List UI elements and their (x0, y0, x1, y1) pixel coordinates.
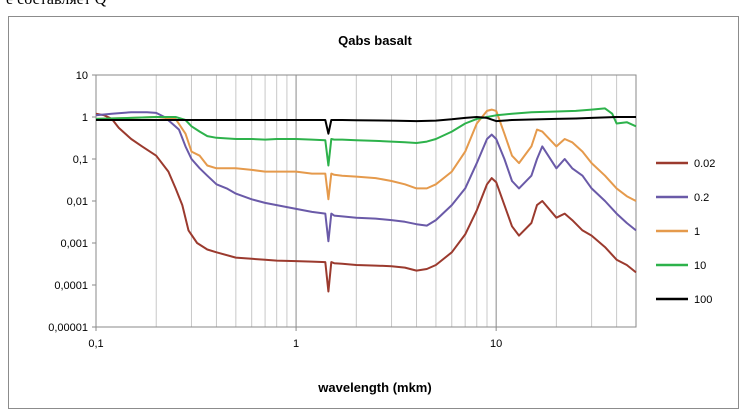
x-tick-label: 10 (490, 338, 502, 350)
legend-label: 0.2 (694, 192, 709, 204)
legend: 0.02 0.2 1 10 100 (656, 158, 715, 306)
legend-label: 0.02 (694, 158, 715, 170)
series-line-10 (95, 107, 637, 167)
y-tick-label: 0,001 (60, 238, 88, 250)
caption-strip: е составляет Q (0, 0, 743, 14)
plot-area-border (95, 74, 637, 328)
x-tick-label: 0,1 (88, 338, 103, 350)
y-tick-label: 0,01 (67, 196, 88, 208)
series-line-100 (96, 116, 636, 135)
series-line-0-2 (95, 111, 637, 243)
legend-label: 100 (694, 294, 712, 306)
y-tick-label: 10 (76, 70, 88, 82)
y-tick-label: 1 (82, 112, 88, 124)
grid-layer (95, 75, 637, 327)
chart-title: Qabs basalt (338, 33, 412, 48)
y-tick-label: 0,0001 (54, 280, 88, 292)
x-axis-title: wavelength (mkm) (317, 380, 431, 395)
y-tick-label: 0,1 (73, 154, 88, 166)
series-layer (95, 107, 637, 293)
y-tick-label: 0,00001 (48, 322, 88, 334)
x-tick-label: 1 (293, 338, 299, 350)
series-line-0-02 (95, 112, 637, 293)
legend-label: 10 (694, 260, 706, 272)
chart-area: Qabs basalt wavelength (mkm) 10 1 0,1 0,01 0… (8, 16, 739, 409)
legend-label: 1 (694, 226, 700, 238)
chart-svg: Qabs basalt wavelength (mkm) 10 1 0,1 0,01 0… (48, 33, 715, 395)
series-line-1 (95, 108, 637, 202)
caption-text: е составляет Q (6, 0, 106, 9)
